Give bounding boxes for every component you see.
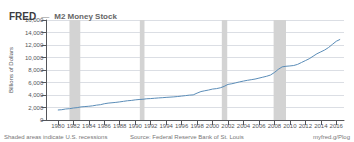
svg-text:2016: 2016 xyxy=(330,123,344,129)
svg-text:Shaded areas indicate U.S. rec: Shaded areas indicate U.S. recessions xyxy=(4,134,107,140)
svg-text:1982: 1982 xyxy=(67,123,81,129)
svg-text:2012: 2012 xyxy=(299,123,313,129)
svg-text:Billions of Dollars: Billions of Dollars xyxy=(8,47,14,93)
svg-text:M2 Money Stock: M2 Money Stock xyxy=(54,12,117,21)
svg-text:1986: 1986 xyxy=(98,123,112,129)
svg-text:2000: 2000 xyxy=(206,123,220,129)
svg-text:1994: 1994 xyxy=(159,123,173,129)
svg-text:2002: 2002 xyxy=(221,123,235,129)
svg-text:2004: 2004 xyxy=(237,123,251,129)
svg-text:12,000: 12,000 xyxy=(25,42,44,48)
svg-text:FRED: FRED xyxy=(9,11,36,22)
svg-text:14,000: 14,000 xyxy=(25,30,44,36)
svg-text:1996: 1996 xyxy=(175,123,189,129)
svg-text:10,000: 10,000 xyxy=(25,55,44,61)
svg-text:2008: 2008 xyxy=(268,123,282,129)
svg-text:0: 0 xyxy=(40,117,44,123)
svg-text:1990: 1990 xyxy=(129,123,143,129)
svg-text:1988: 1988 xyxy=(113,123,127,129)
svg-text:1984: 1984 xyxy=(82,123,96,129)
svg-text:6,000: 6,000 xyxy=(28,80,44,86)
svg-text:1998: 1998 xyxy=(190,123,204,129)
svg-text:2010: 2010 xyxy=(283,123,297,129)
svg-text:2,000: 2,000 xyxy=(28,105,44,111)
svg-text:1980: 1980 xyxy=(51,123,65,129)
svg-text:—: — xyxy=(41,12,49,21)
svg-text:2006: 2006 xyxy=(252,123,266,129)
svg-text:1992: 1992 xyxy=(144,123,158,129)
svg-text:myfred.g/Plog: myfred.g/Plog xyxy=(313,134,350,140)
svg-text:4,000: 4,000 xyxy=(28,92,44,98)
svg-text:Source: Federal Reserve Bank o: Source: Federal Reserve Bank of St. Loui… xyxy=(130,134,244,140)
svg-text:8,000: 8,000 xyxy=(28,67,44,73)
svg-text:2014: 2014 xyxy=(314,123,328,129)
